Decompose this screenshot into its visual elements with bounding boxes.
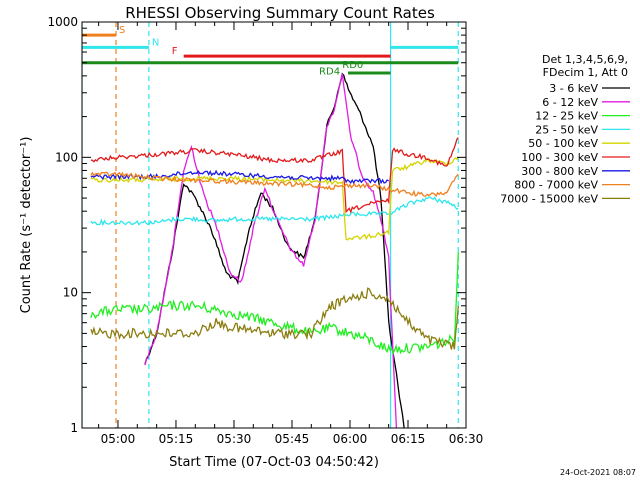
flag-label: N xyxy=(152,37,159,48)
y-axis: 1 10 100 1000 xyxy=(47,15,466,435)
legend-label: 800 - 7000 keV xyxy=(514,179,598,192)
flag-label: RD4 xyxy=(319,67,340,78)
x-axis: 05:00 05:15 05:30 05:45 06:00 06:15 06:30 xyxy=(98,22,484,446)
legend-label: 3 - 6 keV xyxy=(549,82,598,95)
legend-header-line-2: FDecim 1, Att 0 xyxy=(543,66,628,79)
flag-label: S xyxy=(119,25,125,36)
series-line xyxy=(144,73,398,428)
legend-label: 7000 - 15000 keV xyxy=(500,192,598,205)
legend-label: 6 - 12 keV xyxy=(542,96,598,109)
y-tick-label: 100 xyxy=(55,150,78,164)
x-tick-label: 06:15 xyxy=(391,432,426,446)
x-tick-label: 06:30 xyxy=(449,432,484,446)
legend-header-line-1: Det 1,3,4,5,6,9, xyxy=(542,53,628,66)
plot-frame xyxy=(81,21,467,429)
series-line xyxy=(90,169,389,185)
series-line xyxy=(90,251,459,355)
vertical-markers xyxy=(82,22,459,428)
series-line xyxy=(90,287,459,350)
y-tick-label: 10 xyxy=(63,286,78,300)
timestamp: 24-Oct-2021 08:07 xyxy=(560,468,636,477)
flag-label: RD0 xyxy=(342,60,363,71)
x-tick-label: 06:00 xyxy=(333,432,368,446)
series-line xyxy=(144,72,405,428)
series-line xyxy=(90,171,459,198)
legend-label: 50 - 100 keV xyxy=(528,137,598,150)
y-tick-label: 1000 xyxy=(47,15,78,29)
x-tick-label: 05:15 xyxy=(159,432,194,446)
series-layer xyxy=(90,72,459,428)
legend-label: 100 - 300 keV xyxy=(521,151,598,164)
series-line xyxy=(90,196,459,227)
x-tick-label: 05:45 xyxy=(275,432,310,446)
y-tick-label: 1 xyxy=(70,421,78,435)
x-tick-label: 05:00 xyxy=(101,432,136,446)
y-axis-label: Count Rate (s⁻¹ detector⁻¹) xyxy=(19,137,34,314)
flag-label: F xyxy=(172,46,178,57)
legend-label: 25 - 50 keV xyxy=(535,123,598,136)
chart-title: RHESSI Observing Summary Count Rates xyxy=(125,4,435,22)
x-tick-label: 05:30 xyxy=(217,432,252,446)
x-axis-label: Start Time (07-Oct-03 04:50:42) xyxy=(169,455,379,470)
legend-label: 12 - 25 keV xyxy=(535,110,598,123)
series-line xyxy=(90,137,459,214)
legend-label: 300 - 800 keV xyxy=(521,165,598,178)
